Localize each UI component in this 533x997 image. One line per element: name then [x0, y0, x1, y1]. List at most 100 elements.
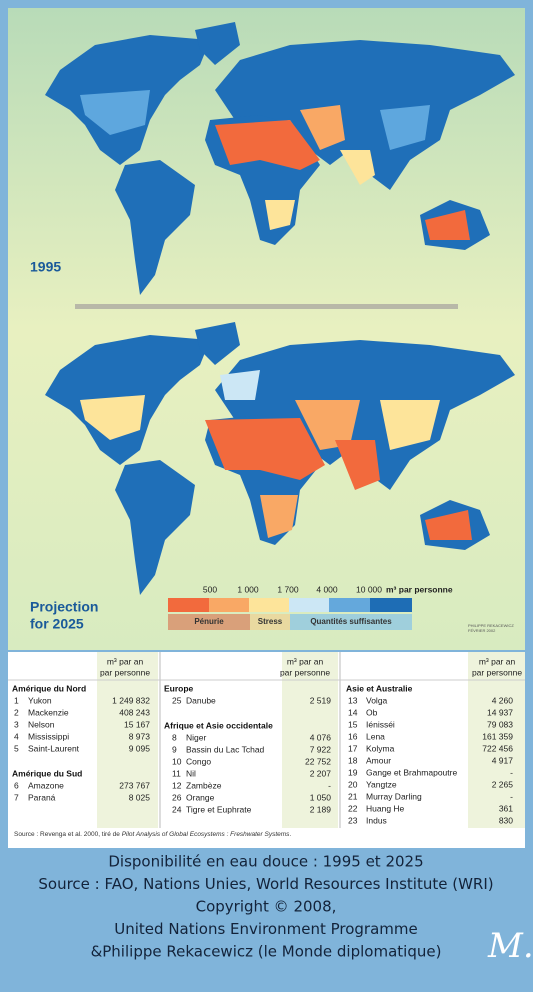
basin-value: 2 207: [310, 768, 332, 778]
group-title: Amérique du Sud: [12, 768, 82, 778]
basin-value: 830: [499, 815, 513, 825]
source-part: Source : Revenga et al. 2000, tiré de: [14, 831, 122, 838]
basin-value: 4 260: [492, 695, 514, 705]
basin-name: Nelson: [28, 719, 55, 729]
group-title: Europe: [164, 683, 194, 693]
basin-number: 6: [14, 780, 19, 790]
legend-class: Quantités suffisantes: [310, 617, 392, 626]
basin-name: Mackenzie: [28, 707, 69, 717]
basin-value: 273 767: [119, 780, 150, 790]
column-header: par personne: [472, 667, 522, 677]
source: Source : Revenga et al. 2000, tiré de Pi…: [14, 831, 291, 838]
basin-name: Zambèze: [186, 780, 222, 790]
basin-value: 9 095: [129, 743, 151, 753]
map-label: 1995: [30, 259, 61, 275]
basin-number: 23: [348, 815, 358, 825]
caption-line: Source : FAO, Nations Unies, World Resou…: [38, 875, 493, 893]
basin-name: Gange et Brahmapoutre: [366, 767, 457, 777]
basin-value: 8 025: [129, 792, 151, 802]
basin-value: 14 937: [487, 707, 513, 717]
basin-number: 5: [14, 743, 19, 753]
basin-name: Huang He: [366, 803, 405, 813]
basin-number: 26: [172, 792, 182, 802]
source-part: Pilot Analysis of Global Ecosystems : Fr…: [122, 831, 290, 838]
basin-value: 1 050: [310, 792, 332, 802]
basin-name: Volga: [366, 695, 388, 705]
basin-name: Danube: [186, 695, 216, 705]
group-title: Asie et Australie: [346, 683, 413, 693]
logo: M.: [487, 926, 533, 966]
legend-threshold: 1 700: [277, 584, 299, 594]
basin-value: 1 249 832: [112, 695, 150, 705]
basin-name: Indus: [366, 815, 387, 825]
basin-number: 16: [348, 731, 358, 741]
basin-value: 2 519: [310, 695, 332, 705]
basin-name: Murray Darling: [366, 791, 422, 801]
map-2025: [45, 322, 515, 595]
source-part: .: [289, 831, 291, 838]
legend-bar: [168, 598, 412, 630]
basin-value: 722 456: [482, 743, 513, 753]
legend-class: Stress: [258, 617, 283, 626]
basin-value: -: [510, 767, 513, 777]
column-header: par personne: [100, 667, 150, 677]
basin-name: Yangtze: [366, 779, 397, 789]
basin-value: 22 752: [305, 756, 331, 766]
group-title: Amérique du Nord: [12, 683, 86, 693]
table-shading: [97, 652, 525, 828]
legend-threshold: 500: [203, 584, 217, 594]
basin-value: -: [510, 791, 513, 801]
basin-name: Bassin du Lac Tchad: [186, 744, 265, 754]
basin-value: 408 243: [119, 707, 150, 717]
basin-value: 361: [499, 803, 513, 813]
basin-name: Yukon: [28, 695, 52, 705]
basin-name: Niger: [186, 732, 206, 742]
basin-name: Iénisséi: [366, 719, 395, 729]
credit: FÉVRIER 2002: [468, 628, 496, 633]
basin-value: 8 973: [129, 731, 151, 741]
column-header: m³ par an: [107, 656, 144, 666]
basin-number: 24: [172, 804, 182, 814]
legend-threshold: 1 000: [237, 584, 259, 594]
basin-number: 21: [348, 791, 358, 801]
basin-name: Orange: [186, 792, 215, 802]
basin-value: 2 189: [310, 804, 332, 814]
legend-unit: m³ par personne: [386, 584, 453, 594]
legend-threshold: 10 000: [356, 584, 382, 594]
map-label: for 2025: [30, 616, 84, 632]
basin-value: 15 167: [124, 719, 150, 729]
basin-number: 17: [348, 743, 358, 753]
basin-number: 3: [14, 719, 19, 729]
map-1995: [45, 22, 515, 295]
basin-number: 18: [348, 755, 358, 765]
basin-value: 161 359: [482, 731, 513, 741]
caption-line: United Nations Environment Programme: [114, 920, 417, 938]
basin-value: 7 922: [310, 744, 332, 754]
basin-name: Saint-Laurent: [28, 743, 80, 753]
column-header: m³ par an: [479, 656, 516, 666]
basin-number: 12: [172, 780, 182, 790]
legend-threshold: 4 000: [316, 584, 338, 594]
basin-name: Ob: [366, 707, 378, 717]
basin-name: Tigre et Euphrate: [186, 804, 252, 814]
basin-number: 15: [348, 719, 358, 729]
basin-name: Kolyma: [366, 743, 395, 753]
caption-line: &Philippe Rekacewicz (le Monde diplomati…: [91, 943, 442, 961]
basin-number: 2: [14, 707, 19, 717]
basin-name: Congo: [186, 756, 211, 766]
basin-number: 11: [172, 768, 181, 778]
caption-line: Copyright © 2008,: [196, 898, 337, 916]
basin-number: 10: [172, 756, 182, 766]
credit: PHILIPPE REKACEWICZ: [468, 623, 514, 628]
basin-value: 2 265: [492, 779, 514, 789]
basin-number: 25: [172, 695, 182, 705]
basin-value: 4 076: [310, 732, 332, 742]
caption-line: Disponibilité en eau douce : 1995 et 202…: [108, 853, 423, 871]
legend-class: Pénurie: [194, 617, 224, 626]
basin-value: 79 083: [487, 719, 513, 729]
column-header: par personne: [280, 667, 330, 677]
basin-number: 22: [348, 803, 358, 813]
basin-value: -: [328, 780, 331, 790]
